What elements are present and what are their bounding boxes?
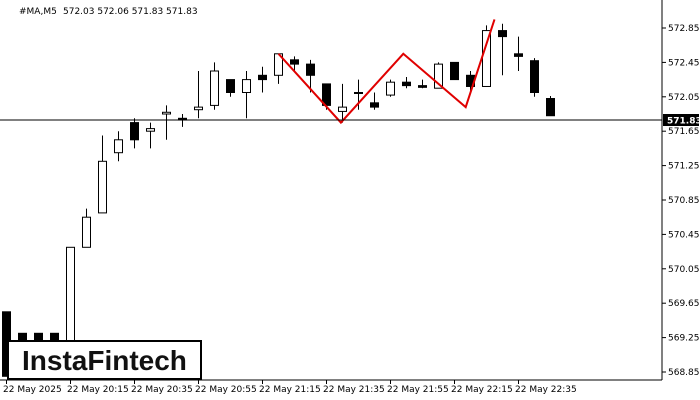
candle-body-bull bbox=[338, 106, 347, 112]
x-tick-label: 22 May 21:15 bbox=[259, 385, 321, 395]
candle-body-bull bbox=[114, 139, 123, 154]
candle bbox=[306, 59, 315, 93]
candle-body-bear bbox=[226, 79, 235, 93]
watermark-box bbox=[7, 340, 202, 380]
candle bbox=[546, 95, 555, 117]
candle bbox=[82, 208, 91, 248]
y-tick-label: 572.45 bbox=[668, 58, 700, 68]
candle-body-bull bbox=[210, 70, 219, 106]
price-badge-bg bbox=[663, 114, 699, 126]
candle bbox=[130, 118, 139, 149]
candle bbox=[290, 56, 299, 71]
y-tick-label: 569.25 bbox=[668, 334, 700, 344]
candle bbox=[498, 23, 507, 76]
y-tick-label: 571.65 bbox=[668, 127, 700, 137]
candle-body-bear bbox=[402, 81, 411, 87]
candle-body-bear bbox=[514, 53, 523, 57]
candle bbox=[114, 131, 123, 162]
y-tick-label: 570.45 bbox=[668, 230, 700, 240]
candle bbox=[258, 66, 267, 93]
price-badge-text: 571.83 bbox=[667, 117, 700, 127]
candle bbox=[210, 62, 219, 110]
candle-body-bull bbox=[386, 81, 395, 96]
candle bbox=[370, 92, 379, 110]
x-tick-label: 22 May 22:35 bbox=[515, 385, 577, 395]
candle bbox=[242, 71, 251, 119]
watermark-text: InstaFintech bbox=[22, 345, 187, 376]
x-tick-label: 22 May 21:55 bbox=[387, 385, 449, 395]
candle-body-bull bbox=[482, 30, 491, 87]
candle-body-bull bbox=[194, 106, 203, 111]
candle-body-bear bbox=[546, 98, 555, 117]
candle bbox=[338, 83, 347, 123]
current-price-badge: 571.83 bbox=[663, 114, 700, 127]
double-top-pattern-layer bbox=[277, 19, 496, 125]
chart-symbol: #MA,M5 bbox=[19, 7, 57, 17]
candle-body-bear bbox=[130, 122, 139, 141]
candle-body-bull bbox=[82, 216, 91, 248]
candle-body-bull bbox=[162, 111, 171, 115]
pattern-line bbox=[277, 19, 496, 125]
y-tick-label: 571.25 bbox=[668, 162, 700, 172]
candle-body-bear bbox=[258, 74, 267, 81]
candle-body-bull bbox=[434, 63, 443, 89]
y-tick-label: 570.05 bbox=[668, 265, 700, 275]
candle-body-bull bbox=[98, 160, 107, 214]
candle bbox=[514, 36, 523, 71]
x-tick-label: 22 May 20:35 bbox=[131, 385, 193, 395]
y-tick-label: 572.85 bbox=[668, 24, 700, 34]
y-tick-label: 569.65 bbox=[668, 299, 700, 309]
x-ticks: 22 May 2025 22 May 20:15 22 May 20:35 22 Ma… bbox=[3, 380, 577, 395]
watermark-logo: InstaFintech bbox=[7, 340, 202, 380]
candle-body-bear bbox=[498, 30, 507, 38]
x-tick-label: 22 May 21:35 bbox=[323, 385, 385, 395]
chart-ohlc: 572.03 572.06 571.83 571.83 bbox=[63, 7, 198, 17]
candle-body-bear bbox=[370, 102, 379, 108]
x-tick-label: 22 May 20:15 bbox=[67, 385, 129, 395]
candle-body-bear bbox=[450, 61, 459, 81]
candle-body-bear bbox=[418, 85, 427, 88]
candle-body-bear bbox=[306, 63, 315, 76]
candle bbox=[402, 77, 411, 89]
candle bbox=[146, 122, 155, 149]
candle bbox=[194, 71, 203, 119]
candle bbox=[386, 79, 395, 97]
y-tick-label: 570.85 bbox=[668, 196, 700, 206]
candle-body-bear bbox=[530, 60, 539, 93]
x-tick-label: 22 May 20:55 bbox=[195, 385, 257, 395]
y-tick-label: 572.05 bbox=[668, 93, 700, 103]
y-ticks: 572.85 572.45 572.05 571.65 571.25 570.85 570.… bbox=[662, 24, 700, 378]
candle bbox=[418, 79, 427, 89]
candle bbox=[530, 58, 539, 97]
candle bbox=[450, 61, 459, 81]
candle-body-bull bbox=[242, 79, 251, 93]
candle bbox=[162, 105, 171, 140]
candle-body-bear bbox=[290, 59, 299, 65]
candle-body-bull bbox=[146, 128, 155, 132]
candle bbox=[98, 135, 107, 214]
candle bbox=[226, 79, 235, 97]
x-tick-label: 22 May 22:15 bbox=[451, 385, 513, 395]
candle-body-bull bbox=[354, 92, 363, 94]
y-tick-label: 568.85 bbox=[668, 368, 700, 378]
x-tick-label: 22 May 2025 bbox=[3, 385, 62, 395]
